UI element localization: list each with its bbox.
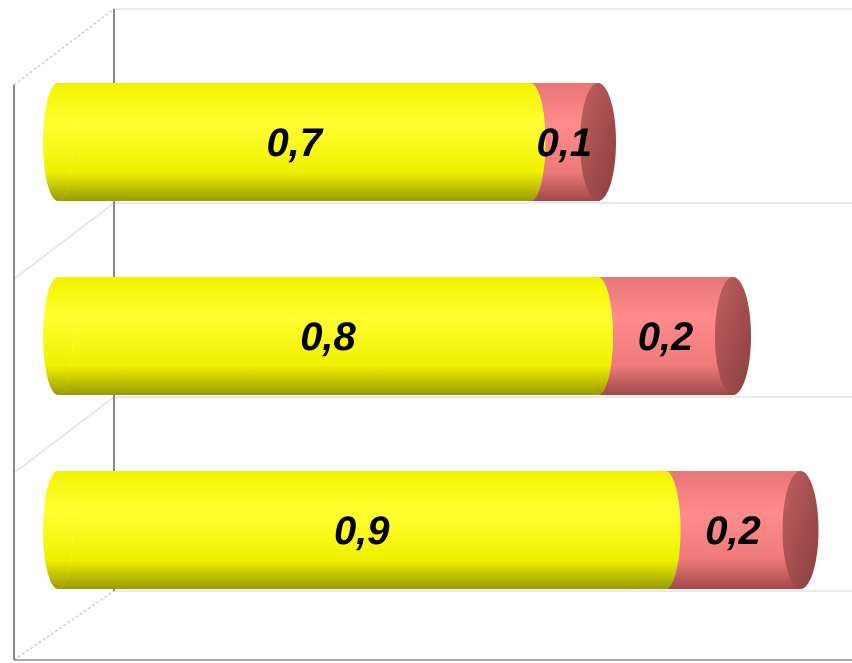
depth-line — [13, 590, 115, 661]
bar-segment — [58, 277, 613, 395]
bar-end-cap — [782, 471, 819, 589]
bar-segment — [665, 471, 816, 589]
depth-line — [13, 8, 115, 86]
bar-left-cap — [43, 277, 73, 395]
bar-segment — [58, 83, 546, 201]
bar-group — [43, 83, 616, 201]
bar-left-cap — [43, 471, 73, 589]
depth-line — [13, 396, 115, 474]
bar-end-cap — [715, 277, 751, 395]
bar-segment — [598, 277, 748, 395]
bars — [43, 83, 819, 589]
data-labels: 0,7 0,1 0,8 0,2 0,9 0,2 — [266, 121, 760, 553]
data-label: 0,8 — [300, 315, 356, 359]
data-label: 0,2 — [705, 509, 761, 553]
bar-left-cap — [43, 83, 73, 201]
data-label: 0,1 — [536, 121, 592, 165]
data-label: 0,7 — [266, 121, 323, 165]
data-label: 0,2 — [638, 315, 694, 359]
bar-end-cap — [580, 83, 616, 201]
bar-segment — [58, 471, 681, 589]
depth-line — [13, 202, 115, 280]
bar-group — [43, 471, 819, 589]
bar-group — [43, 277, 751, 395]
data-label: 0,9 — [334, 509, 390, 553]
